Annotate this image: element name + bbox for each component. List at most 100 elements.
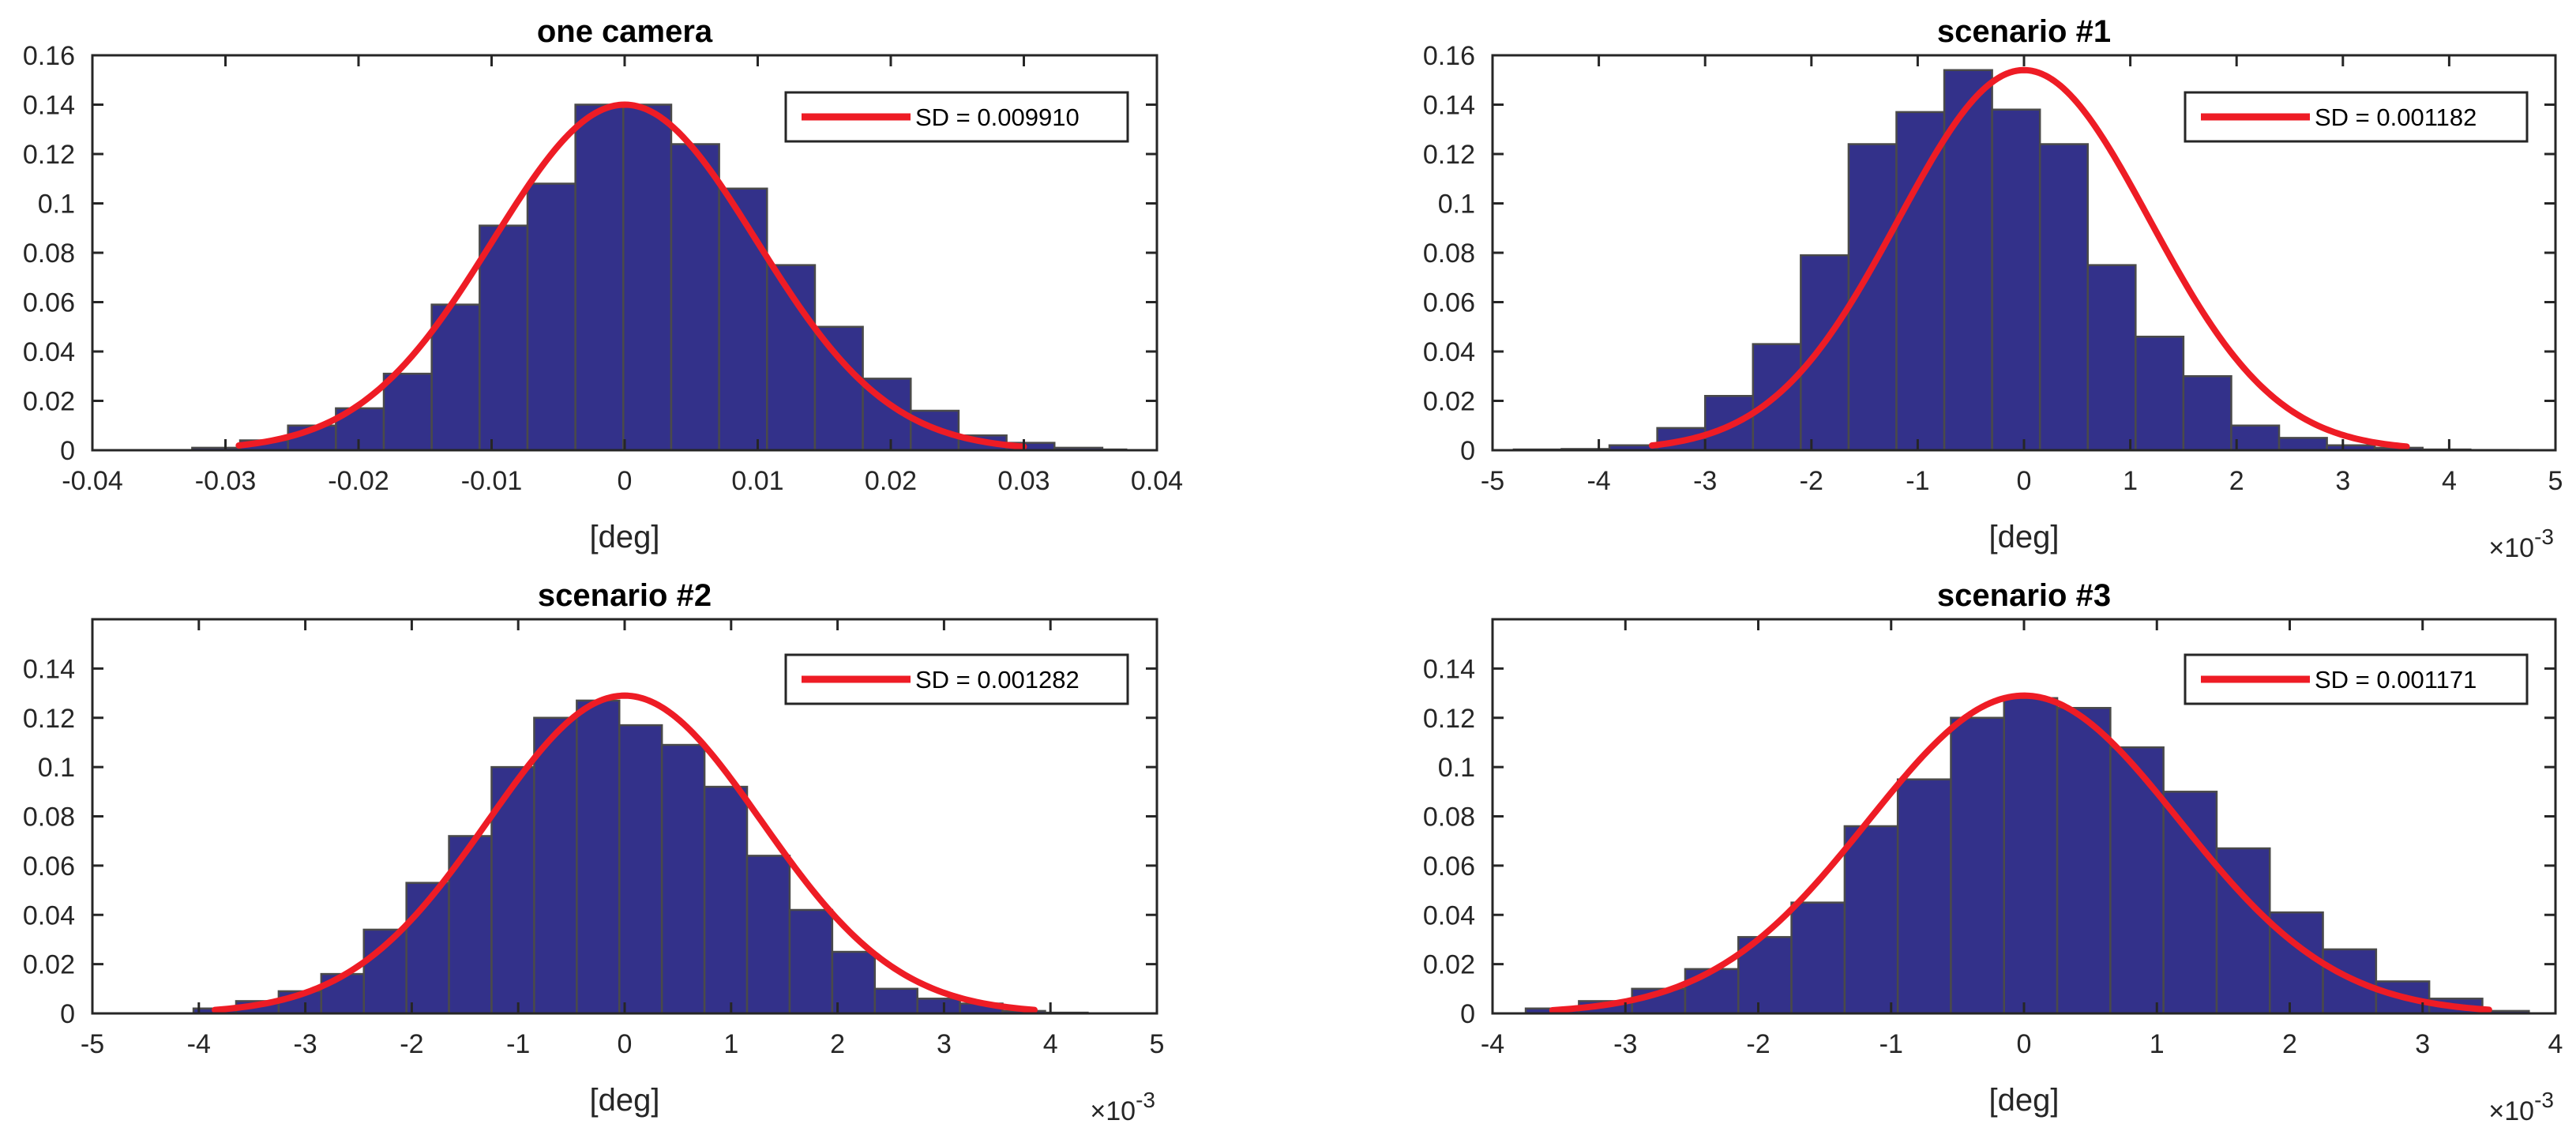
chart-2-y-tick-label: 0.16: [1423, 41, 1475, 71]
chart-2-x-tick-label: 3: [2335, 466, 2350, 496]
chart-2-bar: [2086, 264, 2137, 452]
chart-2-x-tick-label: 2: [2229, 466, 2244, 496]
chart-1-title: one camera: [537, 14, 713, 49]
chart-2-bar: [1895, 111, 1946, 452]
chart-1-y-tick-label: 0.12: [23, 140, 75, 170]
chart-1-x-tick-label: 0: [618, 466, 633, 496]
chart-3-x-tick-label: -4: [187, 1029, 211, 1059]
chart-1-bar: [622, 103, 673, 452]
chart-2-y-tick-label: 0.02: [1423, 387, 1475, 417]
chart-1-x-tick-label: 0.02: [865, 466, 917, 496]
chart-2-bar: [2230, 424, 2281, 452]
chart-1-legend-label: SD = 0.009910: [915, 103, 1080, 131]
chart-4-x-tick-label: -4: [1481, 1029, 1504, 1059]
chart-1-y-tick-label: 0.16: [23, 41, 75, 71]
chart-3-y-tick-label: 0.04: [23, 900, 75, 930]
chart-1-bar: [718, 187, 768, 452]
chart-4-x-exponent-label: ×10-3: [2488, 1088, 2554, 1126]
chart-3-x-tick-label: -1: [506, 1029, 530, 1059]
chart-1-y-tick-label: 0.04: [23, 337, 75, 367]
chart-4-x-tick-label: 4: [2548, 1029, 2563, 1059]
chart-1-x-tick-label: 0.04: [1131, 466, 1183, 496]
chart-3-legend-label: SD = 0.001282: [915, 666, 1080, 694]
chart-4-x-tick-label: 3: [2415, 1029, 2430, 1059]
chart-4-bar: [1896, 778, 1952, 1015]
chart-2-x-tick-label: -3: [1693, 466, 1717, 496]
chart-2-bar: [1991, 108, 2041, 452]
chart-4-y-tick-label: 0.04: [1423, 900, 1475, 930]
chart-3-bar: [831, 950, 877, 1015]
chart-3-bar: [788, 908, 834, 1015]
chart-2-x-tick-label: 1: [2123, 466, 2138, 496]
chart-3-y-tick-label: 0.06: [23, 851, 75, 882]
chart-2-bar: [2135, 336, 2185, 452]
chart-3-bar: [618, 724, 663, 1015]
chart-1-y-tick-label: 0.02: [23, 387, 75, 417]
chart-3-bar: [490, 765, 535, 1015]
chart-1-fit-curve: [235, 101, 1027, 450]
chart-2-y-tick-label: 0.08: [1423, 239, 1475, 269]
chart-4-x-tick-label: 0: [2017, 1029, 2032, 1059]
chart-3-bar: [576, 699, 621, 1015]
chart-3-x-tick-label: 4: [1043, 1029, 1058, 1059]
chart-3-bar: [916, 998, 961, 1015]
chart-3-bar: [703, 785, 749, 1015]
chart-3-title: scenario #2: [538, 578, 712, 613]
chart-1-x-axis-label: [deg]: [590, 520, 660, 554]
chart-3-x-tick-label: 3: [937, 1029, 952, 1059]
chart-1-bar: [670, 143, 720, 452]
chart-3-bar: [660, 743, 706, 1015]
chart-3-y-tick-label: 0.14: [23, 654, 75, 684]
chart-3-x-exponent-label: ×10-3: [1090, 1088, 1155, 1126]
chart-3-x-tick-label: 0: [618, 1029, 633, 1059]
chart-2-bar: [1943, 69, 1993, 452]
chart-1-y-tick-label: 0.08: [23, 239, 75, 269]
chart-2-y-tick-label: 0: [1460, 436, 1475, 466]
chart-3-bar: [745, 855, 791, 1015]
chart-3-x-tick-label: 2: [830, 1029, 845, 1059]
chart-2-x-tick-label: 0: [2017, 466, 2032, 496]
chart-2-bar: [2182, 375, 2232, 452]
chart-4-bar: [1790, 901, 1846, 1015]
chart-4-y-tick-label: 0.12: [1423, 704, 1475, 734]
chart-3-bar: [873, 987, 918, 1015]
chart-4-x-tick-label: -3: [1613, 1029, 1637, 1059]
chart-4-y-tick-label: 0.1: [1438, 753, 1475, 783]
chart-4-x-axis-label: [deg]: [1989, 1083, 2060, 1118]
chart-2-x-tick-label: 4: [2442, 466, 2457, 496]
chart-3-y-tick-label: 0.02: [23, 950, 75, 980]
chart-1-bar: [382, 372, 433, 452]
chart-2-x-axis-label: [deg]: [1989, 520, 2060, 554]
chart-4-legend-label: SD = 0.001171: [2315, 666, 2476, 694]
chart-3-y-tick-label: 0.1: [38, 753, 75, 783]
chart-1-x-tick-label: 0.01: [731, 466, 783, 496]
chart-2-x-tick-label: -2: [1800, 466, 1823, 496]
chart-2-fit-curve: [1648, 66, 2410, 450]
chart-4-fit-curve: [1549, 692, 2492, 1013]
chart-2-bar: [2038, 143, 2090, 452]
chart-1-x-tick-label: -0.04: [62, 466, 123, 496]
chart-1-y-tick-label: 0.1: [38, 190, 75, 220]
chart-2-y-tick-label: 0.12: [1423, 140, 1475, 170]
chart-1-bar: [430, 303, 481, 452]
chart-4-bar: [2056, 707, 2112, 1015]
chart-3-x-axis-label: [deg]: [590, 1083, 660, 1118]
chart-2-x-tick-label: -5: [1481, 466, 1504, 496]
chart-2-legend-label: SD = 0.001182: [2315, 103, 2476, 131]
chart-3-x-tick-label: -3: [293, 1029, 317, 1059]
chart-2-y-tick-label: 0.06: [1423, 288, 1475, 318]
chart-3-fit-curve: [212, 692, 1038, 1013]
chart-3-y-tick-label: 0.12: [23, 704, 75, 734]
chart-1-x-tick-label: -0.01: [461, 466, 523, 496]
chart-3-y-tick-label: 0: [60, 999, 75, 1029]
chart-3-x-tick-label: -2: [400, 1029, 423, 1059]
chart-1-x-tick-label: 0.03: [997, 466, 1050, 496]
chart-1-bar: [526, 182, 576, 452]
chart-4-bar: [1950, 716, 2006, 1015]
chart-4-y-tick-label: 0.14: [1423, 654, 1475, 684]
chart-1-bar: [479, 224, 529, 452]
chart-4-bar: [2162, 791, 2218, 1015]
chart-3-y-tick-label: 0.08: [23, 803, 75, 833]
